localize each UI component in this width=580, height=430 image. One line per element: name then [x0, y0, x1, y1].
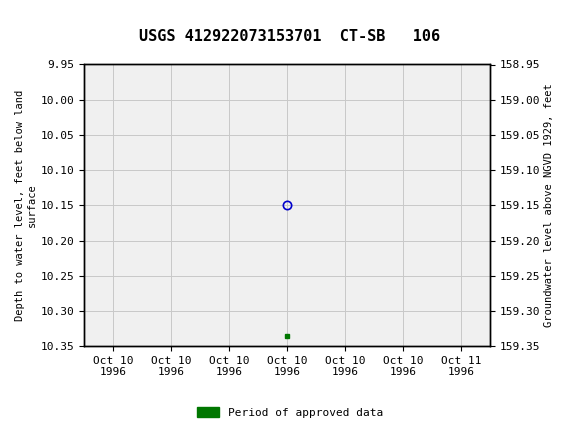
- Y-axis label: Depth to water level, feet below land
surface: Depth to water level, feet below land su…: [15, 90, 37, 321]
- Text: USGS: USGS: [75, 12, 112, 27]
- Legend: Period of approved data: Period of approved data: [193, 403, 387, 422]
- Y-axis label: Groundwater level above NGVD 1929, feet: Groundwater level above NGVD 1929, feet: [545, 83, 554, 327]
- Text: ≡: ≡: [6, 10, 17, 29]
- Text: USGS 412922073153701  CT-SB   106: USGS 412922073153701 CT-SB 106: [139, 29, 441, 44]
